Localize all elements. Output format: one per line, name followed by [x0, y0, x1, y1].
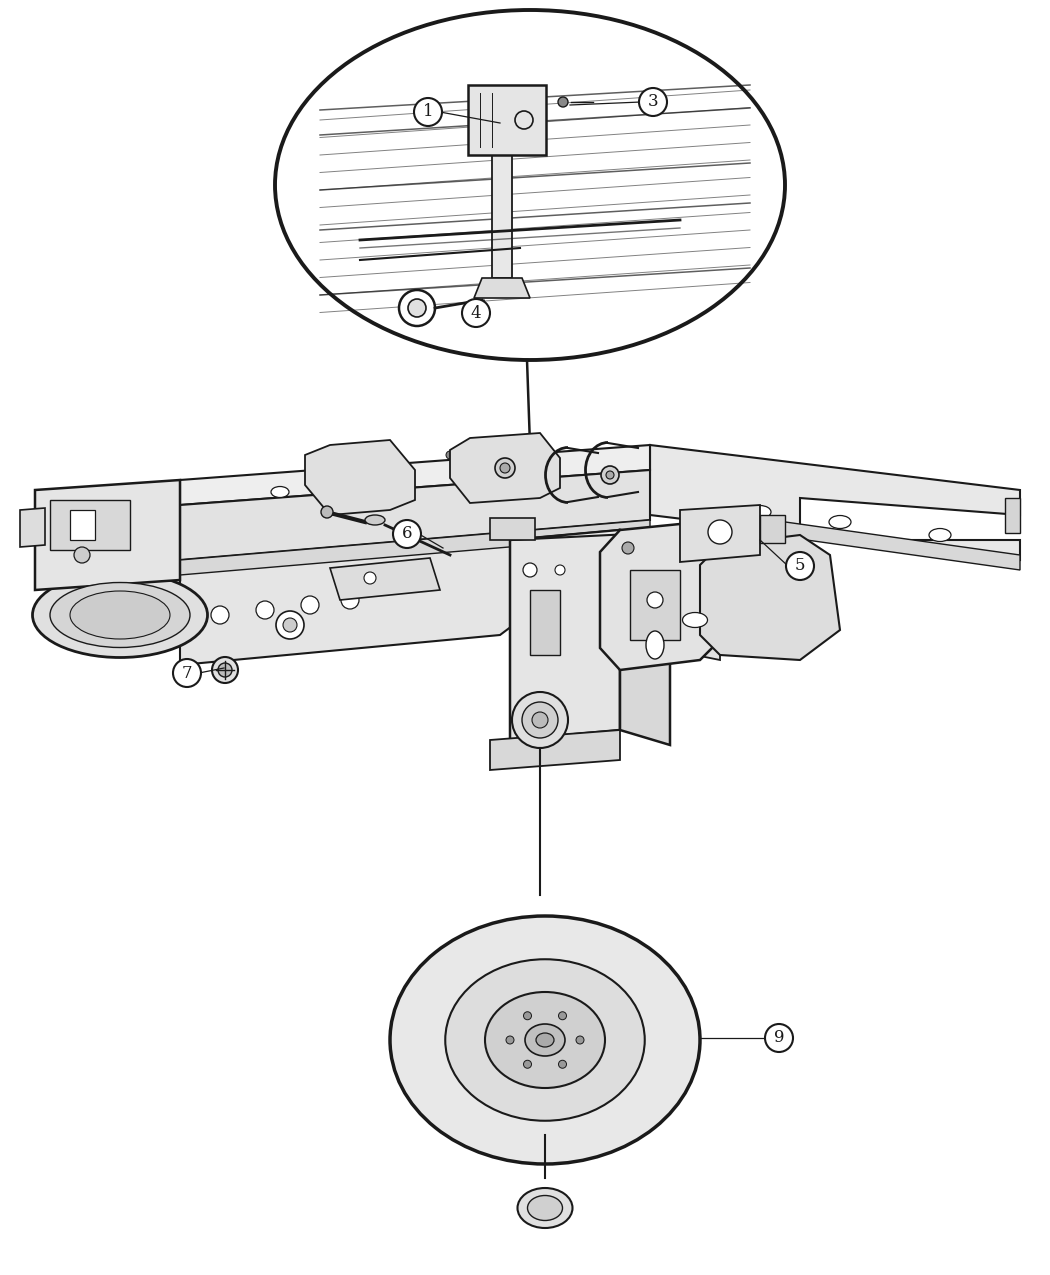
Circle shape: [218, 663, 232, 677]
Circle shape: [414, 98, 442, 126]
Polygon shape: [700, 510, 1020, 570]
Polygon shape: [620, 530, 670, 745]
Polygon shape: [35, 479, 180, 590]
Polygon shape: [510, 530, 620, 740]
Bar: [760, 515, 785, 543]
Bar: [492, 128, 512, 278]
Polygon shape: [330, 558, 440, 601]
Polygon shape: [670, 580, 720, 660]
Circle shape: [522, 703, 558, 738]
Polygon shape: [180, 520, 650, 575]
Ellipse shape: [830, 515, 850, 529]
Bar: [70, 510, 94, 541]
Polygon shape: [600, 521, 720, 669]
Text: 5: 5: [795, 557, 805, 575]
Polygon shape: [490, 731, 620, 770]
Circle shape: [321, 506, 333, 518]
Circle shape: [622, 542, 634, 555]
Ellipse shape: [390, 915, 700, 1164]
Bar: [490, 518, 536, 541]
Circle shape: [495, 458, 514, 478]
Bar: [630, 570, 680, 640]
Circle shape: [276, 611, 304, 639]
Ellipse shape: [525, 1024, 565, 1056]
Polygon shape: [180, 536, 520, 666]
Circle shape: [462, 300, 490, 326]
Text: 7: 7: [182, 664, 192, 682]
Ellipse shape: [646, 631, 664, 659]
Polygon shape: [180, 470, 650, 560]
Ellipse shape: [275, 10, 785, 360]
Circle shape: [708, 520, 732, 544]
Ellipse shape: [50, 583, 190, 648]
Circle shape: [639, 88, 667, 116]
Circle shape: [284, 618, 297, 632]
Text: 6: 6: [402, 525, 413, 542]
Circle shape: [446, 451, 454, 459]
Circle shape: [211, 606, 229, 623]
Text: 9: 9: [774, 1029, 784, 1047]
Bar: [468, 85, 546, 156]
Polygon shape: [700, 536, 840, 660]
Circle shape: [558, 97, 568, 107]
Circle shape: [786, 552, 814, 580]
Circle shape: [74, 547, 90, 564]
Ellipse shape: [749, 505, 771, 519]
Polygon shape: [510, 530, 710, 544]
Polygon shape: [450, 434, 560, 504]
Circle shape: [408, 300, 426, 317]
Circle shape: [606, 470, 614, 479]
Ellipse shape: [518, 1188, 572, 1228]
Circle shape: [524, 1061, 531, 1068]
Circle shape: [173, 659, 201, 687]
Circle shape: [523, 564, 537, 578]
Bar: [1005, 499, 1020, 533]
Circle shape: [341, 592, 359, 609]
Bar: [50, 500, 130, 550]
Circle shape: [512, 692, 568, 748]
Circle shape: [506, 1037, 514, 1044]
Circle shape: [647, 592, 663, 608]
Circle shape: [301, 595, 319, 615]
Ellipse shape: [527, 1196, 563, 1220]
Circle shape: [306, 456, 314, 464]
Polygon shape: [180, 445, 650, 505]
Text: 4: 4: [470, 305, 481, 321]
Ellipse shape: [371, 481, 388, 491]
Ellipse shape: [445, 959, 645, 1121]
Circle shape: [765, 1024, 793, 1052]
Ellipse shape: [271, 487, 289, 497]
Circle shape: [399, 289, 435, 326]
Circle shape: [555, 565, 565, 575]
Ellipse shape: [682, 612, 708, 627]
Circle shape: [532, 711, 548, 728]
Circle shape: [601, 465, 619, 484]
Circle shape: [256, 601, 274, 618]
Circle shape: [393, 520, 421, 548]
Polygon shape: [20, 507, 45, 547]
Circle shape: [559, 1012, 567, 1020]
Circle shape: [364, 572, 376, 584]
Ellipse shape: [365, 515, 385, 525]
Ellipse shape: [536, 1033, 554, 1047]
Polygon shape: [680, 505, 760, 562]
Circle shape: [524, 1012, 531, 1020]
Polygon shape: [304, 440, 415, 515]
Text: 1: 1: [423, 103, 434, 121]
Polygon shape: [474, 278, 530, 298]
Circle shape: [559, 1061, 567, 1068]
Circle shape: [500, 463, 510, 473]
Ellipse shape: [33, 572, 208, 658]
Text: 3: 3: [648, 93, 658, 111]
Circle shape: [212, 657, 238, 683]
Polygon shape: [650, 445, 1020, 560]
Ellipse shape: [70, 592, 170, 639]
Circle shape: [576, 1037, 584, 1044]
Bar: [530, 590, 560, 655]
Ellipse shape: [485, 992, 605, 1088]
Ellipse shape: [929, 529, 951, 542]
